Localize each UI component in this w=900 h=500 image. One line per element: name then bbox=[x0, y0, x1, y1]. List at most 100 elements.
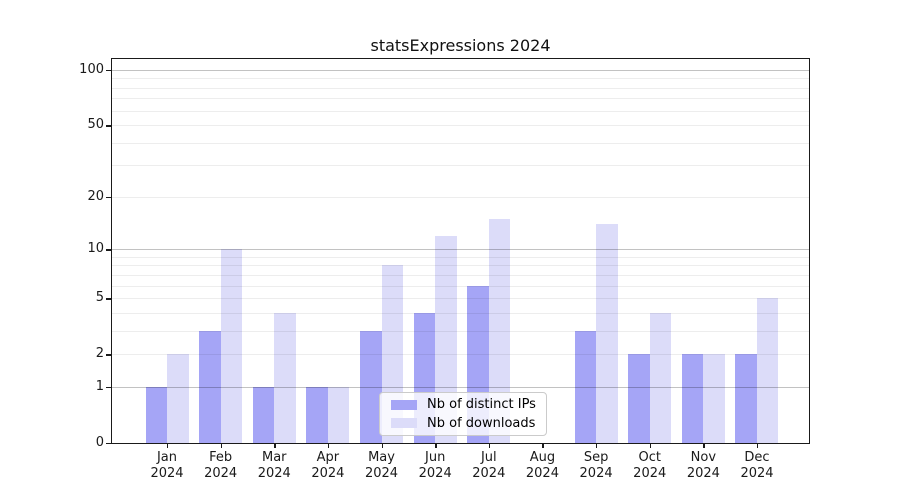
gridline-minor-7 bbox=[112, 274, 809, 276]
y-tick-mark-20 bbox=[106, 196, 112, 199]
legend-item-distinct-ips: Nb of distinct IPs bbox=[388, 396, 538, 413]
x-tick-label-jul: Jul 2024 bbox=[457, 450, 521, 482]
bar-downloads-jul bbox=[488, 218, 511, 443]
x-label-month: Sep bbox=[583, 450, 609, 465]
legend: Nb of distinct IPs Nb of downloads bbox=[379, 392, 547, 436]
y-tick-label-100: 100 bbox=[79, 62, 104, 77]
x-label-year: 2024 bbox=[204, 466, 238, 481]
bar-downloads-sep bbox=[596, 224, 618, 443]
gridline-minor-80 bbox=[112, 87, 809, 89]
y-tick-label-50: 50 bbox=[87, 117, 104, 133]
gridline-minor-20 bbox=[112, 196, 809, 198]
legend-label-distinct-ips: Nb of distinct IPs bbox=[427, 397, 536, 413]
x-tick-label-oct: Oct 2024 bbox=[618, 450, 682, 482]
x-tick-mark-mar bbox=[274, 443, 276, 448]
gridline-minor-5 bbox=[112, 298, 809, 300]
x-label-year: 2024 bbox=[311, 466, 345, 481]
x-tick-mark-sep bbox=[596, 443, 598, 448]
gridline-minor-4 bbox=[112, 312, 809, 314]
bar-ips-oct bbox=[628, 354, 650, 443]
x-label-year: 2024 bbox=[740, 466, 774, 481]
bar-downloads-jun bbox=[435, 235, 457, 443]
y-tick-mark-5 bbox=[106, 298, 112, 300]
gridline-minor-2 bbox=[112, 354, 809, 356]
x-tick-label-jan: Jan 2024 bbox=[135, 450, 199, 482]
x-tick-label-sep: Sep 2024 bbox=[564, 450, 628, 482]
x-label-year: 2024 bbox=[150, 466, 184, 481]
y-tick-label-1: 1 bbox=[95, 378, 104, 394]
chart-title: statsExpressions 2024 bbox=[370, 36, 551, 55]
bar-downloads-jan bbox=[167, 354, 189, 443]
gridline-minor-60 bbox=[112, 110, 809, 112]
x-tick-label-apr: Apr 2024 bbox=[296, 450, 360, 482]
bar-ips-feb bbox=[199, 330, 221, 443]
gridline-minor-3 bbox=[112, 330, 809, 332]
x-tick-label-dec: Dec 2024 bbox=[725, 450, 789, 482]
x-tick-mark-jul bbox=[488, 443, 491, 448]
y-tick-label-5: 5 bbox=[95, 290, 104, 306]
x-tick-mark-aug bbox=[542, 443, 544, 448]
y-tick-label-2: 2 bbox=[95, 346, 104, 362]
y-tick-mark-1 bbox=[106, 386, 112, 389]
y-tick-label-0: 0 bbox=[95, 435, 104, 450]
legend-swatch-downloads bbox=[391, 418, 417, 429]
x-tick-label-aug: Aug 2024 bbox=[510, 450, 574, 482]
x-label-year: 2024 bbox=[633, 466, 667, 481]
x-tick-label-mar: Mar 2024 bbox=[242, 450, 306, 482]
bar-downloads-dec bbox=[756, 298, 779, 443]
x-tick-mark-feb bbox=[220, 443, 223, 448]
x-label-month: Oct bbox=[638, 450, 661, 465]
x-label-month: Apr bbox=[316, 450, 340, 465]
gridline-minor-8 bbox=[112, 265, 809, 267]
y-tick-mark-2 bbox=[106, 354, 112, 356]
x-tick-label-nov: Nov 2024 bbox=[671, 450, 735, 482]
x-label-year: 2024 bbox=[418, 466, 452, 481]
gridline-minor-90 bbox=[112, 78, 809, 80]
x-label-year: 2024 bbox=[686, 466, 720, 481]
gridline-minor-30 bbox=[112, 165, 809, 167]
gridline-minor-70 bbox=[112, 98, 809, 100]
x-label-month: Aug bbox=[529, 450, 556, 465]
x-label-month: Jan bbox=[156, 450, 178, 465]
bar-downloads-oct bbox=[649, 312, 672, 443]
x-label-month: Dec bbox=[744, 450, 770, 465]
gridline-major-10 bbox=[112, 249, 809, 251]
x-label-month: Jul bbox=[480, 450, 497, 465]
x-label-year: 2024 bbox=[364, 466, 399, 481]
x-tick-mark-oct bbox=[649, 443, 652, 448]
bar-downloads-feb bbox=[220, 249, 243, 443]
x-tick-label-may: May 2024 bbox=[350, 450, 414, 482]
x-tick-mark-jan bbox=[167, 443, 169, 448]
gridline-minor-40 bbox=[112, 142, 809, 144]
bar-ips-nov bbox=[681, 354, 704, 443]
bar-ips-sep bbox=[574, 330, 597, 443]
bar-ips-jan bbox=[145, 386, 167, 443]
x-label-month: May bbox=[368, 450, 395, 465]
x-tick-mark-nov bbox=[703, 443, 705, 448]
x-tick-label-feb: Feb 2024 bbox=[189, 450, 253, 482]
bar-downloads-apr bbox=[327, 386, 350, 443]
y-tick-mark-0 bbox=[106, 443, 112, 445]
plot-area bbox=[112, 59, 809, 443]
gridline-minor-6 bbox=[112, 285, 809, 287]
y-tick-mark-50 bbox=[106, 125, 112, 127]
x-label-year: 2024 bbox=[257, 466, 291, 481]
legend-item-downloads: Nb of downloads bbox=[388, 415, 538, 432]
x-tick-mark-jun bbox=[435, 443, 437, 448]
x-tick-label-jun: Jun 2024 bbox=[403, 450, 467, 482]
bar-ips-mar bbox=[252, 386, 275, 443]
bar-ips-may bbox=[360, 330, 382, 443]
x-label-month: Feb bbox=[209, 450, 233, 465]
gridline-minor-9 bbox=[112, 256, 809, 258]
bar-ips-dec bbox=[735, 354, 757, 443]
legend-swatch-distinct-ips bbox=[391, 399, 417, 410]
bar-ips-apr bbox=[306, 386, 328, 443]
bar-downloads-mar bbox=[274, 312, 296, 443]
y-tick-label-10: 10 bbox=[87, 241, 104, 257]
y-tick-mark-100 bbox=[106, 70, 112, 72]
y-tick-mark-10 bbox=[106, 249, 112, 251]
gridline-major-100 bbox=[112, 70, 809, 71]
gridline-major-1 bbox=[112, 386, 809, 388]
gridline-minor-50 bbox=[112, 125, 809, 127]
